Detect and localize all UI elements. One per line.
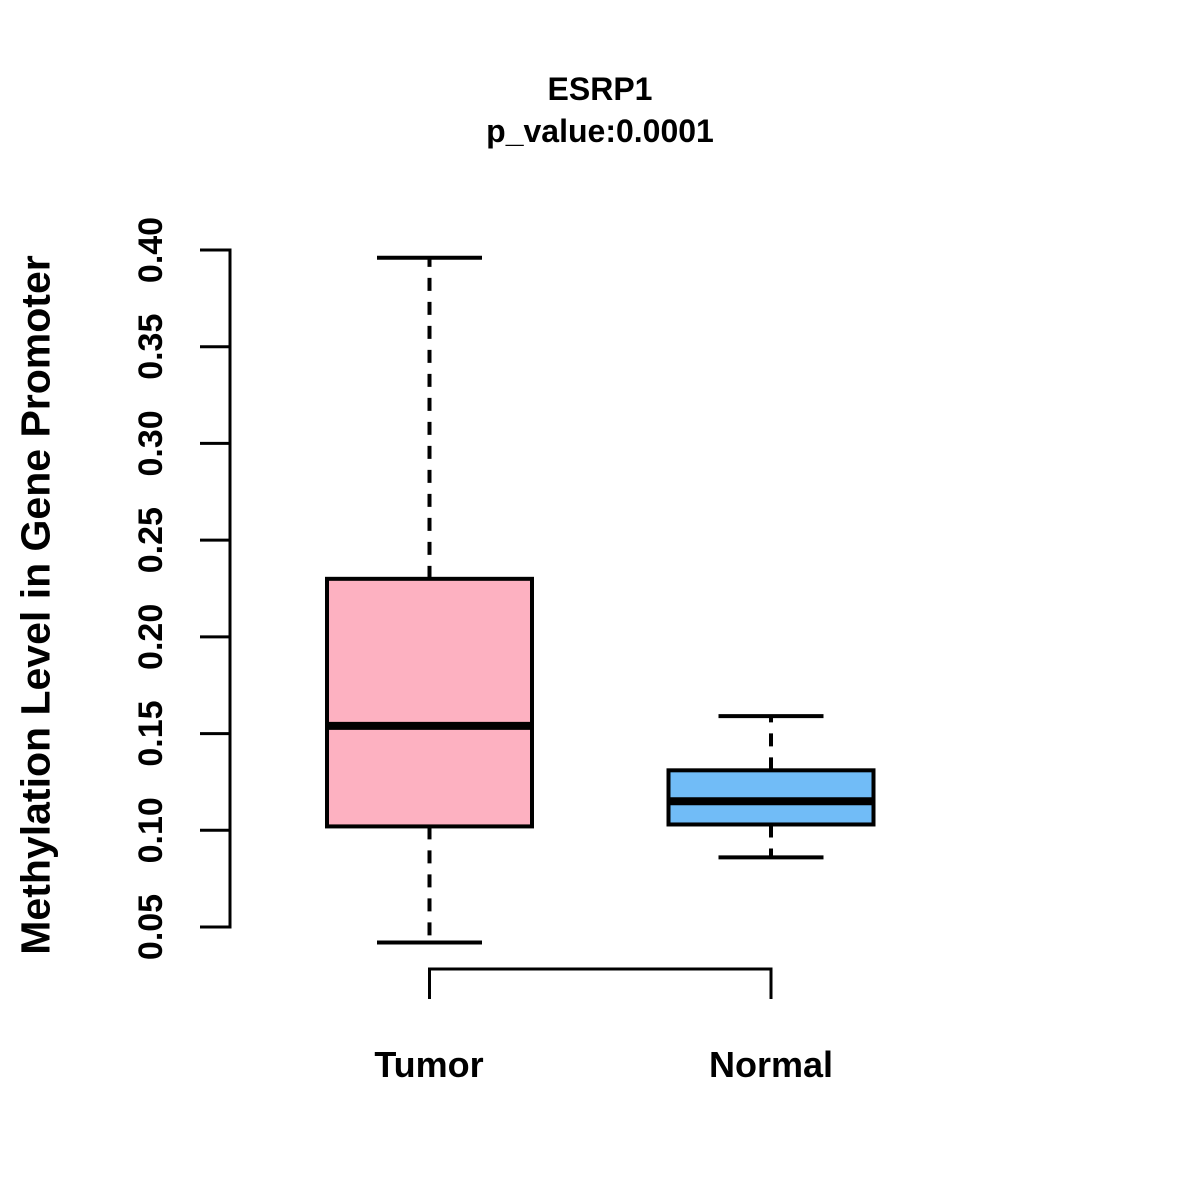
- y-axis-tick-label: 0.25: [132, 507, 170, 573]
- y-axis-tick-label: 0.30: [132, 410, 170, 476]
- tumor-iqr-box: [325, 576, 534, 829]
- y-axis-tick-label: 0.05: [132, 894, 170, 960]
- x-category-label-tumor: Tumor: [374, 1044, 484, 1085]
- x-category-label-normal: Normal: [708, 1044, 834, 1085]
- y-axis-tick-label: 0.40: [132, 217, 170, 283]
- y-axis-tick-label: 0.10: [132, 797, 170, 863]
- comparison-bracket: [428, 967, 773, 999]
- chart-title: ESRP1: [547, 71, 653, 107]
- y-axis-tick-label: 0.15: [132, 700, 170, 766]
- chart-title-block: ESRP1 p_value:0.0001: [0, 68, 1200, 152]
- y-axis-tick-label: 0.20: [132, 604, 170, 670]
- chart-subtitle: p_value:0.0001: [486, 113, 714, 149]
- y-axis-tick-label: 0.35: [132, 314, 170, 380]
